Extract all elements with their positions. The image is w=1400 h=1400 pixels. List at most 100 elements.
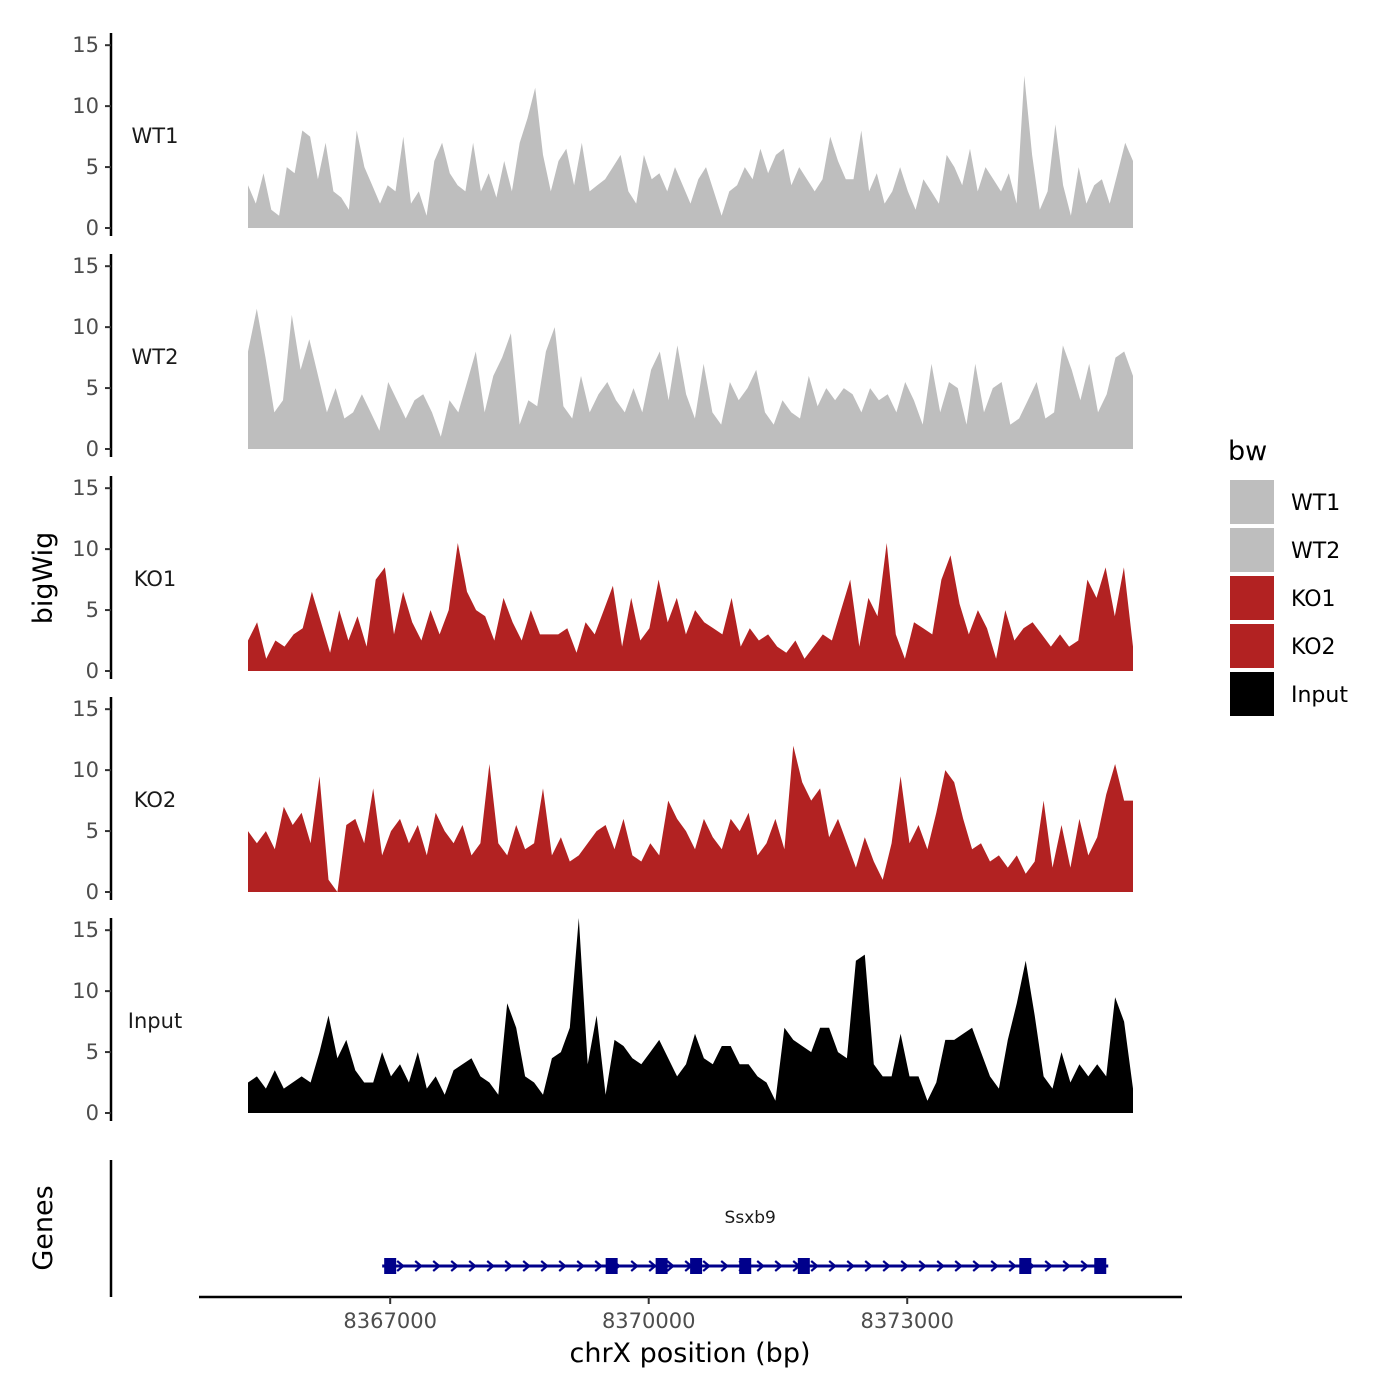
y-tick-label: 10 [72, 979, 99, 1003]
y-tick-label: 15 [72, 476, 99, 500]
strand-arrow [954, 1260, 963, 1272]
strand-arrow [1062, 1260, 1071, 1272]
area-wt2 [248, 308, 1133, 449]
strand-arrow [558, 1260, 567, 1272]
y-tick-label: 0 [86, 659, 99, 683]
y-tick-label: 0 [86, 880, 99, 904]
y-tick-label: 5 [86, 1040, 99, 1064]
legend-label: WT1 [1291, 491, 1340, 516]
y-tick-label: 5 [86, 376, 99, 400]
strand-arrow [900, 1260, 909, 1272]
y-tick-label: 15 [72, 254, 99, 278]
track-label: KO1 [134, 567, 177, 591]
legend-swatch [1230, 528, 1274, 572]
track-ko1: 0 5 10 15 KO1 [72, 476, 1133, 683]
y-tick-label: 10 [72, 94, 99, 118]
y-tick-label: 10 [72, 315, 99, 339]
strand-arrow [756, 1260, 765, 1272]
strand-arrow [594, 1260, 603, 1272]
area-ko2 [248, 745, 1133, 892]
exon [1094, 1258, 1107, 1274]
legend-entry-ko2: KO2 [1230, 624, 1336, 668]
strand-arrow [468, 1260, 477, 1272]
strand-arrow [504, 1260, 513, 1272]
legend-title: bw [1228, 436, 1267, 467]
strand-arrow [630, 1260, 639, 1272]
x-tick-label: 8370000 [602, 1309, 696, 1333]
strand-arrow [882, 1260, 891, 1272]
legend-label: WT2 [1291, 539, 1340, 564]
exon [797, 1258, 810, 1274]
exon [1019, 1258, 1032, 1274]
strand-arrow [972, 1260, 981, 1272]
y-tick-label: 15 [72, 697, 99, 721]
strand-arrow [450, 1260, 459, 1272]
strand-arrow [666, 1260, 675, 1272]
track-label: KO2 [134, 788, 177, 812]
gene-track: Genes Ssxb9 [28, 1160, 1109, 1297]
strand-arrow [414, 1260, 423, 1272]
gene-track-label: Genes [28, 1185, 59, 1270]
strand-arrow [828, 1260, 837, 1272]
legend-entry-wt1: WT1 [1230, 480, 1340, 524]
legend-label: KO2 [1291, 635, 1336, 660]
track-label: WT1 [132, 124, 179, 148]
exon [605, 1258, 618, 1274]
strand-arrow [486, 1260, 495, 1272]
y-tick-label: 5 [86, 819, 99, 843]
strand-arrow [1044, 1260, 1053, 1272]
legend-swatch [1230, 624, 1274, 668]
area-input [248, 918, 1133, 1113]
strand-arrow [936, 1260, 945, 1272]
gene-ssxb9: Ssxb9 [382, 1208, 1109, 1274]
area-wt1 [248, 75, 1133, 228]
x-axis: 8367000 8370000 8373000 chrX position (bp) [199, 1295, 1182, 1369]
legend-swatch [1230, 576, 1274, 620]
x-axis-title: chrX position (bp) [569, 1338, 810, 1369]
track-wt2: 0 5 10 15 WT2 [72, 254, 1133, 461]
track-label: Input [128, 1009, 182, 1033]
legend-entry-input: Input [1230, 672, 1348, 716]
strand-arrow [846, 1260, 855, 1272]
legend: bw WT1 WT2 KO1 KO2 Input [1228, 436, 1348, 716]
strand-arrow [432, 1260, 441, 1272]
strand-arrow [990, 1260, 999, 1272]
exon [384, 1258, 397, 1274]
track-ko2: 0 5 10 15 KO2 [72, 697, 1133, 904]
y-tick-label: 0 [86, 216, 99, 240]
strand-arrow [648, 1260, 657, 1272]
y-tick-label: 0 [86, 437, 99, 461]
y-tick-label: 10 [72, 537, 99, 561]
legend-label: KO1 [1291, 587, 1336, 612]
gene-label: Ssxb9 [725, 1208, 776, 1228]
strand-arrow [522, 1260, 531, 1272]
strand-arrow [810, 1260, 819, 1272]
strand-arrow [540, 1260, 549, 1272]
x-tick-label: 8367000 [343, 1309, 437, 1333]
track-input: 0 5 10 15 Input [72, 918, 1133, 1125]
strand-arrow [774, 1260, 783, 1272]
area-ko1 [248, 543, 1133, 671]
legend-label: Input [1291, 683, 1348, 708]
y-tick-label: 0 [86, 1101, 99, 1125]
bigwig-tracks: 0 5 10 15 WT1 0 5 10 15 WT2 0 5 10 15 KO1 0 5 10 15 KO2 0 5 10… [72, 33, 1133, 1125]
legend-entry-ko1: KO1 [1230, 576, 1336, 620]
strand-arrow [576, 1260, 585, 1272]
strand-arrow [1008, 1260, 1017, 1272]
strand-arrow [918, 1260, 927, 1272]
exon [690, 1258, 703, 1274]
y-tick-label: 15 [72, 918, 99, 942]
y-tick-label: 15 [72, 33, 99, 57]
legend-swatch [1230, 672, 1274, 716]
exon [655, 1258, 668, 1274]
strand-arrow [864, 1260, 873, 1272]
track-label: WT2 [132, 345, 179, 369]
strand-arrow [1080, 1260, 1089, 1272]
strand-arrow [720, 1260, 729, 1272]
y-tick-label: 10 [72, 758, 99, 782]
y-tick-label: 5 [86, 155, 99, 179]
exon [739, 1258, 752, 1274]
strand-arrow [396, 1260, 405, 1272]
legend-entry-wt2: WT2 [1230, 528, 1340, 572]
